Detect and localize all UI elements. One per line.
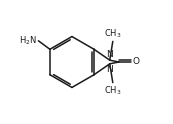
Text: N: N <box>106 50 112 59</box>
Text: H$_2$N: H$_2$N <box>19 35 37 47</box>
Text: CH$_3$: CH$_3$ <box>104 27 122 40</box>
Text: N: N <box>106 65 112 74</box>
Text: CH$_3$: CH$_3$ <box>104 84 122 97</box>
Text: O: O <box>133 58 140 66</box>
